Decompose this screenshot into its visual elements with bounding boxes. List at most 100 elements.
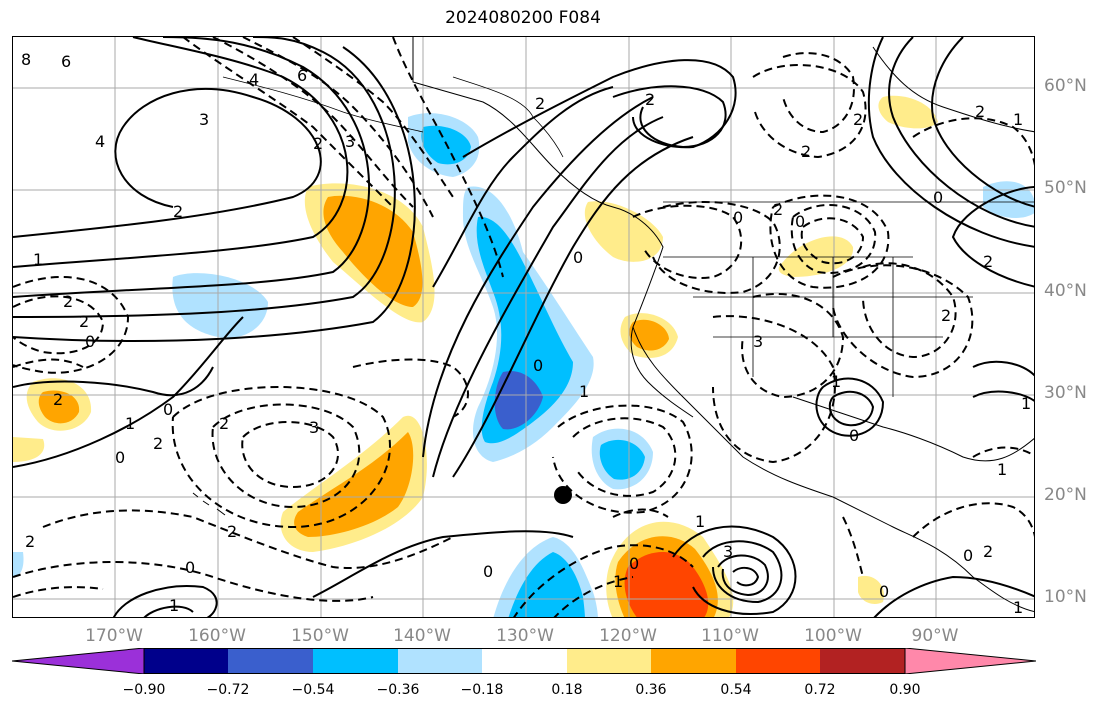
contour-label: 4 bbox=[95, 132, 105, 151]
lat-label-10n: 10°N bbox=[1044, 587, 1087, 607]
colorbar-segment bbox=[820, 648, 905, 674]
contour-label: 1 bbox=[125, 414, 135, 433]
contour-label: 3 bbox=[345, 132, 355, 151]
colorbar-segment bbox=[313, 648, 398, 674]
cold-anomaly-left-edge bbox=[13, 552, 24, 577]
contour-label: 1 bbox=[169, 596, 179, 615]
contour-label: 1 bbox=[579, 382, 589, 401]
lon-label-150w: 150°W bbox=[291, 626, 349, 646]
lat-label-60n: 60°N bbox=[1044, 76, 1087, 96]
contour-label: 2 bbox=[153, 434, 163, 453]
graticule bbox=[13, 37, 1034, 617]
warm-anomaly-left bbox=[13, 437, 45, 462]
contour-label: 0 bbox=[533, 356, 543, 375]
warm-anomaly-pacific-core bbox=[323, 195, 423, 307]
contour-label: 0 bbox=[629, 554, 639, 573]
colorbar-tick-label: −0.18 bbox=[460, 682, 504, 698]
colorbar-tick-label: 0.90 bbox=[889, 682, 921, 698]
contour-label: 0 bbox=[573, 248, 583, 267]
contour-label: 1 bbox=[695, 512, 705, 531]
colorbar-high-extension bbox=[904, 648, 1036, 674]
colorbar-tick-label: 0.54 bbox=[720, 682, 752, 698]
contour-label: 0 bbox=[85, 332, 95, 351]
warm-anomaly-south-core bbox=[294, 432, 414, 537]
colorbar-segment bbox=[482, 648, 567, 674]
colorbar-segment bbox=[567, 648, 651, 674]
cold-anomaly-south-core bbox=[508, 552, 585, 617]
contour-label: 6 bbox=[61, 52, 71, 71]
contour-label: 1 bbox=[1013, 110, 1023, 129]
colorbar-tick-label: −0.54 bbox=[291, 682, 335, 698]
contour-label: 2 bbox=[63, 292, 73, 311]
contour-label: 3 bbox=[753, 332, 763, 351]
contour-label: 0 bbox=[185, 558, 195, 577]
warm-anomaly-coast bbox=[584, 201, 663, 262]
storm-center-marker bbox=[554, 486, 572, 504]
lon-label-100w: 100°W bbox=[804, 626, 862, 646]
contour-label: 2 bbox=[535, 94, 545, 113]
colorbar-segment bbox=[736, 648, 820, 674]
lat-label-30n: 30°N bbox=[1044, 383, 1087, 403]
contour-label: 6 bbox=[297, 66, 307, 85]
colorbar-segment bbox=[228, 648, 313, 674]
solid-contours bbox=[13, 37, 1034, 617]
cold-anomaly-east-core bbox=[599, 439, 645, 480]
warm-anomaly-gulf bbox=[858, 575, 884, 604]
colorbar-tick-label: 0.18 bbox=[551, 682, 583, 698]
warm-anomaly-west-core bbox=[38, 390, 80, 424]
colorbar-segment bbox=[398, 648, 482, 674]
contour-label: 2 bbox=[53, 390, 63, 409]
contour-label: 2 bbox=[645, 90, 655, 109]
colorbar-tick-label: 0.36 bbox=[635, 682, 667, 698]
contour-label: 2 bbox=[853, 110, 863, 129]
contour-label-group: 8 6 6 4 4 3 3 2 2 1 2 2 0 2 2 0 0 2 2 1 … bbox=[21, 50, 1031, 617]
contour-label: 2 bbox=[219, 414, 229, 433]
contour-label: 2 bbox=[173, 202, 183, 221]
map-svg: 8 6 6 4 4 3 3 2 2 1 2 2 0 2 2 0 0 2 2 1 … bbox=[13, 37, 1034, 617]
contour-label: 2 bbox=[983, 252, 993, 271]
shading-layer bbox=[13, 95, 1034, 617]
contour-label: 0 bbox=[115, 448, 125, 467]
map-title: 2024080200 F084 bbox=[445, 8, 601, 28]
lat-label-50n: 50°N bbox=[1044, 178, 1087, 198]
contour-label: 2 bbox=[227, 522, 237, 541]
colorbar bbox=[12, 648, 1036, 674]
contour-label: 0 bbox=[483, 562, 493, 581]
contour-label: 1 bbox=[1021, 394, 1031, 413]
contour-label: 1 bbox=[831, 372, 841, 391]
contour-label: 2 bbox=[941, 306, 951, 325]
lon-label-140w: 140°W bbox=[393, 626, 451, 646]
colorbar-low-extension bbox=[12, 648, 145, 674]
contour-label: 1 bbox=[1013, 598, 1023, 617]
colorbar-tick-label: −0.90 bbox=[122, 682, 166, 698]
lon-label-130w: 130°W bbox=[496, 626, 554, 646]
contour-label: 1 bbox=[997, 460, 1007, 479]
cold-anomaly-band-deep bbox=[494, 371, 543, 430]
lat-label-40n: 40°N bbox=[1044, 281, 1087, 301]
contour-label: 0 bbox=[849, 426, 859, 445]
contour-label: 4 bbox=[249, 70, 259, 89]
contour-label: 2 bbox=[773, 200, 783, 219]
map-panel: 8 6 6 4 4 3 3 2 2 1 2 2 0 2 2 0 0 2 2 1 … bbox=[12, 36, 1035, 618]
colorbar-segment bbox=[651, 648, 736, 674]
lon-label-160w: 160°W bbox=[188, 626, 246, 646]
colorbar-tick-label: −0.36 bbox=[376, 682, 420, 698]
contour-label: 0 bbox=[795, 212, 805, 231]
contour-label: 0 bbox=[733, 208, 743, 227]
contour-label: 0 bbox=[933, 188, 943, 207]
warm-anomaly-canada bbox=[878, 95, 938, 129]
lat-label-20n: 20°N bbox=[1044, 485, 1087, 505]
contour-label: 2 bbox=[79, 312, 89, 331]
lon-label-120w: 120°W bbox=[599, 626, 657, 646]
warm-anomaly-tropics-hot bbox=[624, 552, 709, 617]
colorbar-tick-label: 0.72 bbox=[804, 682, 836, 698]
contour-label: 3 bbox=[199, 110, 209, 129]
contour-label: 2 bbox=[975, 102, 985, 121]
contour-label: 1 bbox=[33, 250, 43, 269]
lon-label-90w: 90°W bbox=[911, 626, 959, 646]
contour-label: 2 bbox=[313, 134, 323, 153]
cold-anomaly-mid bbox=[172, 273, 268, 338]
contour-label: 3 bbox=[723, 542, 733, 561]
contour-label: 1 bbox=[613, 572, 623, 591]
lon-label-110w: 110°W bbox=[701, 626, 759, 646]
